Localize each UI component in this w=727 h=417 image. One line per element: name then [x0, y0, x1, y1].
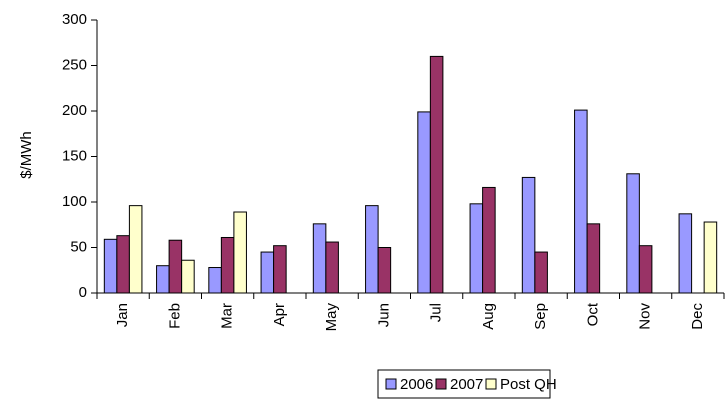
bar [574, 109, 588, 294]
bar [534, 251, 548, 294]
bar [638, 245, 653, 294]
bar [417, 111, 431, 294]
y-tick-label: 100 [62, 193, 87, 210]
bar [429, 55, 444, 294]
y-tick-label: 50 [70, 238, 87, 255]
bar [521, 176, 536, 294]
bar [233, 211, 247, 294]
y-tick-label: 0 [79, 284, 87, 301]
legend-label: 2006 [400, 376, 433, 393]
legend-swatch [485, 378, 497, 390]
bar [260, 251, 275, 294]
x-tick-label: Sep [532, 303, 549, 330]
bar [678, 213, 693, 294]
bar [128, 205, 143, 294]
bar [377, 247, 392, 294]
bar [220, 236, 235, 294]
x-tick-label: Jan [114, 303, 131, 327]
bar [703, 221, 718, 294]
bar [365, 205, 379, 294]
x-tick-label: Mar [219, 303, 236, 329]
bar [469, 203, 484, 294]
y-tick-label: 150 [62, 147, 87, 164]
legend-label: 2007 [450, 376, 483, 393]
bar [103, 238, 118, 294]
legend-swatch [435, 378, 447, 390]
bar [273, 245, 287, 294]
legend-swatch [385, 378, 397, 390]
bar [482, 186, 496, 294]
y-tick-label: 300 [62, 11, 87, 28]
bar [586, 223, 601, 294]
bar [312, 223, 327, 294]
bar [168, 239, 183, 294]
x-tick-label: Nov [637, 303, 654, 330]
legend-box [377, 369, 551, 399]
y-tick-label: 200 [62, 102, 87, 119]
x-tick-label: Oct [584, 302, 601, 326]
bar [156, 265, 170, 294]
x-tick-label: Jul [428, 303, 445, 322]
x-tick-label: Aug [480, 303, 497, 330]
x-tick-label: Dec [689, 303, 706, 330]
x-tick-label: Apr [271, 303, 288, 326]
x-tick-label: Jun [375, 303, 392, 327]
legend-label: Post QH [500, 376, 557, 393]
y-tick-label: 250 [62, 56, 87, 73]
bar [208, 267, 222, 294]
bar [626, 173, 640, 294]
bar [325, 241, 339, 294]
bar [181, 259, 195, 294]
x-tick-label: May [323, 303, 340, 332]
x-tick-label: Feb [166, 303, 183, 329]
bar [116, 235, 130, 294]
y-axis-label: $/MWh [18, 131, 35, 179]
